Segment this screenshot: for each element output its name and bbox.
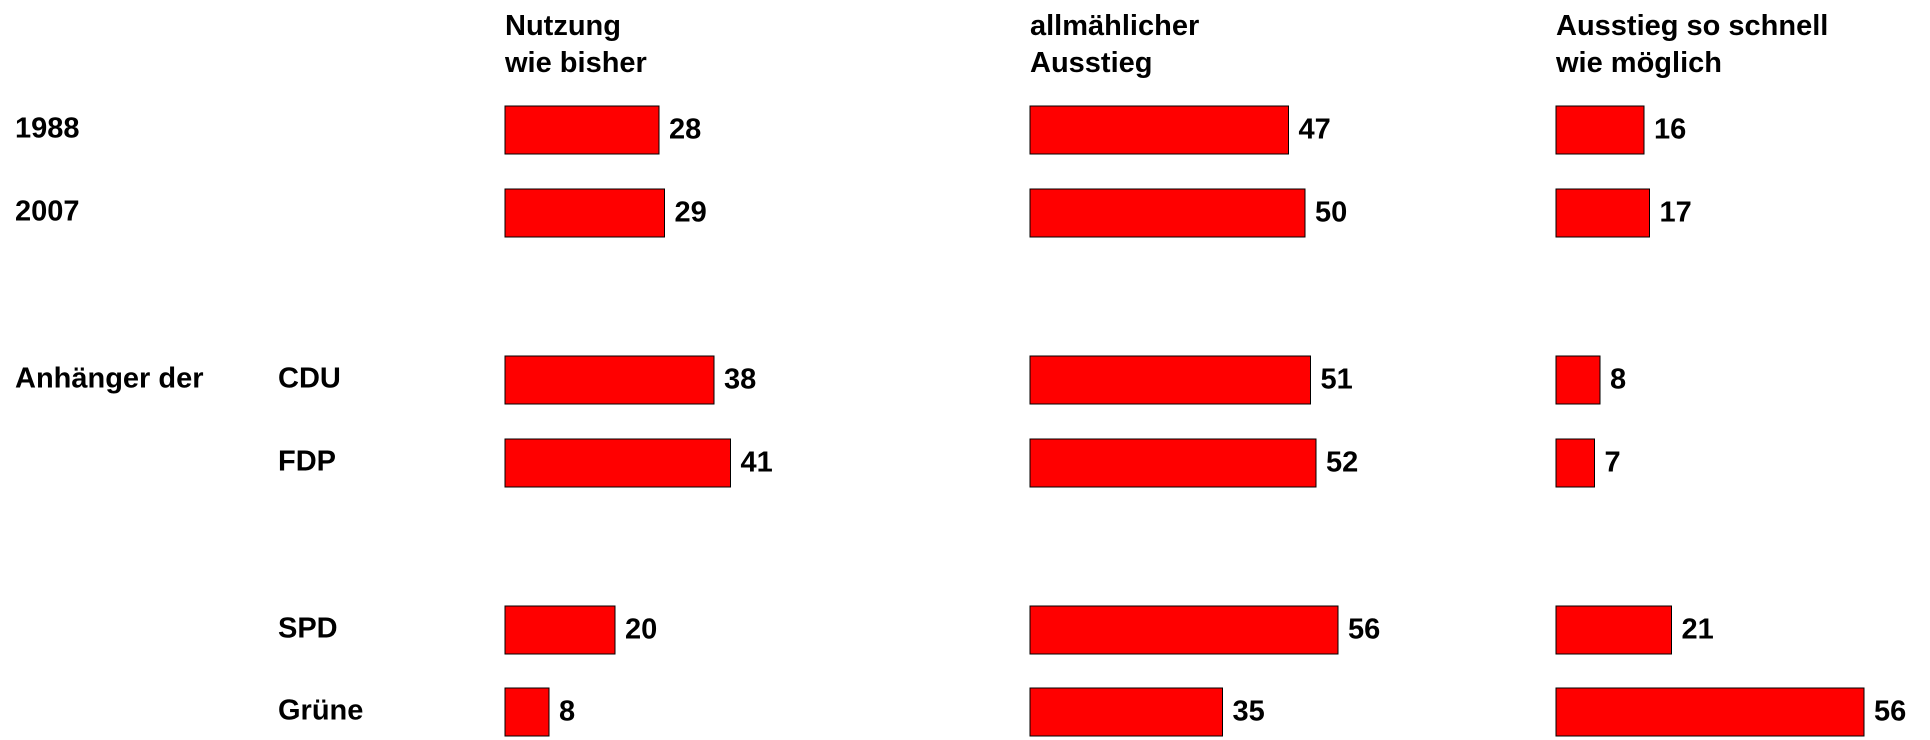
value-label: 50 <box>1315 197 1347 229</box>
series-header: allmählicher Ausstieg <box>1030 10 1199 79</box>
bar <box>1555 605 1672 655</box>
bar <box>504 605 616 655</box>
bar <box>1029 355 1311 405</box>
value-label: 28 <box>669 114 701 146</box>
category-label: CDU <box>278 363 341 395</box>
value-label: 8 <box>1610 364 1626 396</box>
bar <box>1029 188 1306 238</box>
bar <box>504 105 660 155</box>
value-label: 41 <box>741 447 773 479</box>
category-label: 1988 <box>15 113 80 145</box>
category-label: FDP <box>278 446 336 478</box>
bar <box>504 188 665 238</box>
value-label: 38 <box>724 364 756 396</box>
category-label: Grüne <box>278 695 363 727</box>
bar <box>1029 605 1339 655</box>
value-label: 20 <box>625 614 657 646</box>
bar <box>504 438 731 488</box>
value-label: 47 <box>1299 114 1331 146</box>
group-label: Anhänger der <box>15 363 204 395</box>
bar <box>1555 355 1601 405</box>
bar <box>504 355 715 405</box>
value-label: 35 <box>1233 696 1265 728</box>
series-header-line: wie bisher <box>504 47 647 79</box>
series-header-line: Ausstieg so schnell <box>1556 10 1828 42</box>
value-label: 29 <box>675 197 707 229</box>
series-header: Nutzung wie bisher <box>504 10 647 79</box>
bar <box>1029 687 1223 737</box>
bar <box>1029 105 1289 155</box>
series-header-line: allmählicher <box>1030 10 1199 42</box>
value-label: 52 <box>1326 447 1358 479</box>
category-label: 2007 <box>15 196 80 228</box>
bar <box>1555 687 1865 737</box>
bar <box>504 687 550 737</box>
value-label: 17 <box>1660 197 1692 229</box>
bar <box>1555 188 1650 238</box>
value-label: 56 <box>1874 696 1906 728</box>
category-label: SPD <box>278 613 338 645</box>
bar <box>1555 438 1595 488</box>
value-label: 51 <box>1321 364 1353 396</box>
bar <box>1555 105 1645 155</box>
value-label: 21 <box>1682 614 1714 646</box>
bar <box>1029 438 1317 488</box>
series-header: Ausstieg so schnell wie möglich <box>1555 10 1828 79</box>
series-header-line: Ausstieg <box>1030 47 1152 79</box>
value-label: 16 <box>1654 114 1686 146</box>
value-label: 7 <box>1605 447 1621 479</box>
value-label: 56 <box>1348 614 1380 646</box>
series-header-line: wie möglich <box>1555 47 1722 79</box>
value-label: 8 <box>559 696 575 728</box>
series-header-line: Nutzung <box>505 10 621 42</box>
